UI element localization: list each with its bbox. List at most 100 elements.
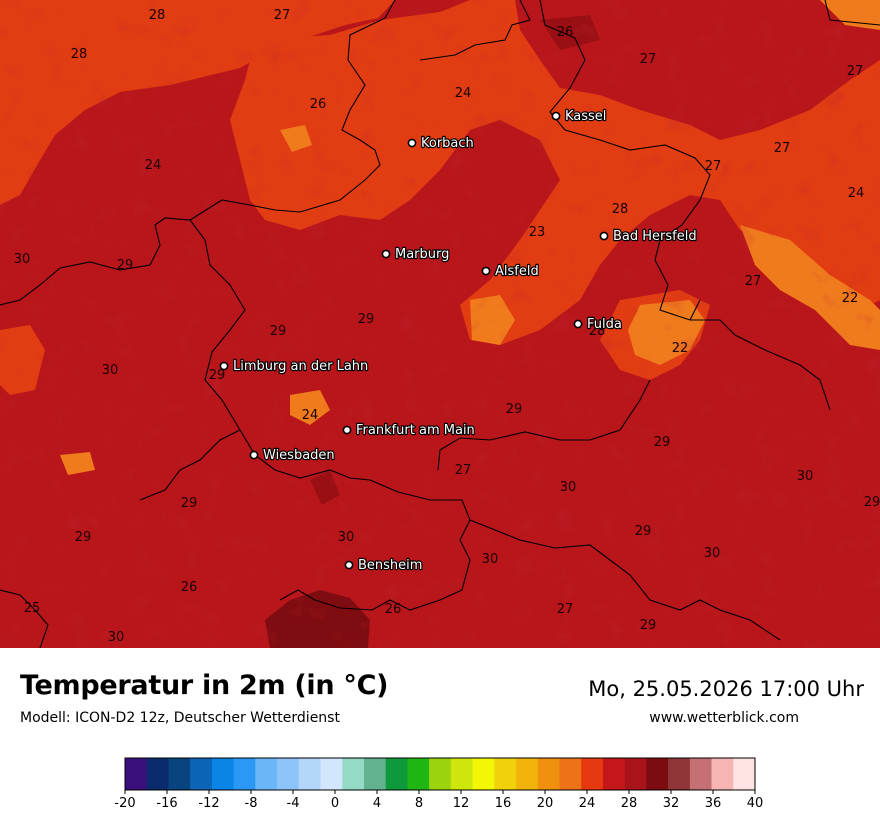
temperature-label: 24 xyxy=(455,86,472,101)
city-dot xyxy=(381,249,391,259)
legend-swatch xyxy=(450,758,473,790)
temperature-label: 30 xyxy=(102,363,119,378)
temperature-label: 29 xyxy=(75,530,92,545)
legend-swatch xyxy=(385,758,408,790)
legend-tick-label: 40 xyxy=(747,796,764,811)
city-name: Bad Hersfeld xyxy=(613,229,697,244)
legend-swatch xyxy=(559,758,582,790)
city-marker: Limburg an der Lahn xyxy=(219,358,369,375)
legend-tick-label: 20 xyxy=(537,796,554,811)
temperature-label: 27 xyxy=(455,463,472,478)
legend-swatch xyxy=(581,758,604,790)
legend-swatch xyxy=(255,758,278,790)
city-marker: Wiesbaden xyxy=(249,447,336,464)
temperature-label: 29 xyxy=(640,618,657,633)
legend-ticks: -20 -16 -12 -8 -4 0 4 8 12 16 20 24 28 32 36 40 xyxy=(114,790,763,811)
temperature-label: 30 xyxy=(704,546,721,561)
temperature-label: 29 xyxy=(181,496,198,511)
city-name: Limburg an der Lahn xyxy=(233,359,368,374)
legend-tick-label: 4 xyxy=(373,796,381,811)
legend-tick-label: -12 xyxy=(198,796,219,811)
legend-tick-label: -8 xyxy=(245,796,258,811)
city-dot xyxy=(573,319,583,329)
temperature-labels: 28 27 28 26 27 27 26 24 24 27 27 24 28 23 30 29 27 22 29 29… xyxy=(14,8,880,645)
temperature-label: 29 xyxy=(864,495,880,510)
temperature-label: 22 xyxy=(842,291,859,306)
temperature-label: 30 xyxy=(108,630,125,645)
city-name: Marburg xyxy=(395,247,449,262)
temperature-label: 29 xyxy=(358,312,375,327)
temperature-label: 24 xyxy=(302,408,319,423)
legend-tick-label: 24 xyxy=(579,796,596,811)
temperature-label: 29 xyxy=(209,368,226,383)
temperature-label: 23 xyxy=(529,225,546,240)
temperature-label: 28 xyxy=(149,8,166,23)
legend-swatch xyxy=(407,758,430,790)
temperature-label: 28 xyxy=(589,324,606,339)
city-name: Wiesbaden xyxy=(263,448,335,463)
legend-swatch xyxy=(472,758,495,790)
temperature-label: 27 xyxy=(274,8,291,23)
temperature-label: 30 xyxy=(14,252,31,267)
legend-frame xyxy=(124,757,756,791)
legend-swatch xyxy=(320,758,343,790)
city-marker: Korbach xyxy=(407,135,475,152)
temperature-label: 26 xyxy=(310,97,327,112)
legend-swatch xyxy=(624,758,647,790)
temperature-label: 29 xyxy=(270,324,287,339)
legend-tick-label: -16 xyxy=(156,796,177,811)
temperature-label: 27 xyxy=(774,141,791,156)
legend-swatch xyxy=(190,758,213,790)
legend-swatch xyxy=(342,758,365,790)
city-name: Korbach xyxy=(421,136,474,151)
legend-swatch xyxy=(211,758,234,790)
legend-swatch xyxy=(668,758,691,790)
legend-swatch xyxy=(125,758,148,790)
forecast-datetime: Mo, 25.05.2026 17:00 Uhr xyxy=(588,677,864,701)
city-name: Bensheim xyxy=(358,558,422,573)
map-title: Temperatur in 2m (in °C) xyxy=(20,670,389,701)
temperature-label: 27 xyxy=(745,274,762,289)
legend-swatch xyxy=(711,758,734,790)
legend-swatch xyxy=(646,758,669,790)
city-marker: Bensheim xyxy=(344,557,424,574)
legend-tick-label: -4 xyxy=(287,796,300,811)
city-marker: Frankfurt am Main xyxy=(342,422,476,439)
temperature-label: 28 xyxy=(71,47,88,62)
model-subtitle: Modell: ICON-D2 12z, Deutscher Wetterdie… xyxy=(20,710,340,726)
city-dot xyxy=(481,266,491,276)
city-dot xyxy=(407,138,417,148)
temperature-label: 26 xyxy=(181,580,198,595)
temperature-label: 26 xyxy=(385,602,402,617)
city-dot xyxy=(599,231,609,241)
legend-tick-label: 36 xyxy=(705,796,722,811)
city-name: Kassel xyxy=(565,109,606,124)
legend-swatch xyxy=(602,758,625,790)
legend-tick-label: 0 xyxy=(331,796,339,811)
city-name: Frankfurt am Main xyxy=(356,423,475,438)
legend-swatch xyxy=(233,758,256,790)
legend-tick-label: 32 xyxy=(663,796,680,811)
temperature-map: 28 27 28 26 27 27 26 24 24 27 27 24 28 23 30 29 27 22 29 29… xyxy=(0,0,880,648)
temperature-label: 25 xyxy=(24,601,41,616)
legend-swatch xyxy=(516,758,539,790)
city-marker: Alsfeld xyxy=(481,263,540,280)
temperature-label: 27 xyxy=(640,52,657,67)
legend-tick-label: 8 xyxy=(415,796,423,811)
temperature-label: 27 xyxy=(557,602,574,617)
legend-swatch xyxy=(429,758,452,790)
temperature-label: 28 xyxy=(612,202,629,217)
temperature-label: 27 xyxy=(705,159,722,174)
legend-swatch xyxy=(733,758,756,790)
legend-swatch xyxy=(689,758,712,790)
temperature-label: 22 xyxy=(672,341,689,356)
temperature-label: 30 xyxy=(797,469,814,484)
legend-tick-label: 16 xyxy=(495,796,512,811)
city-markers: Korbach Kassel Bad Hersfeld Marburg Alsfeld F… xyxy=(219,108,698,574)
website-label: www.wetterblick.com xyxy=(649,710,799,726)
temperature-label: 26 xyxy=(557,25,574,40)
temperature-label: 29 xyxy=(654,435,671,450)
city-dot xyxy=(344,560,354,570)
temperature-label: 24 xyxy=(145,158,162,173)
legend-tick-label: -20 xyxy=(114,796,135,811)
